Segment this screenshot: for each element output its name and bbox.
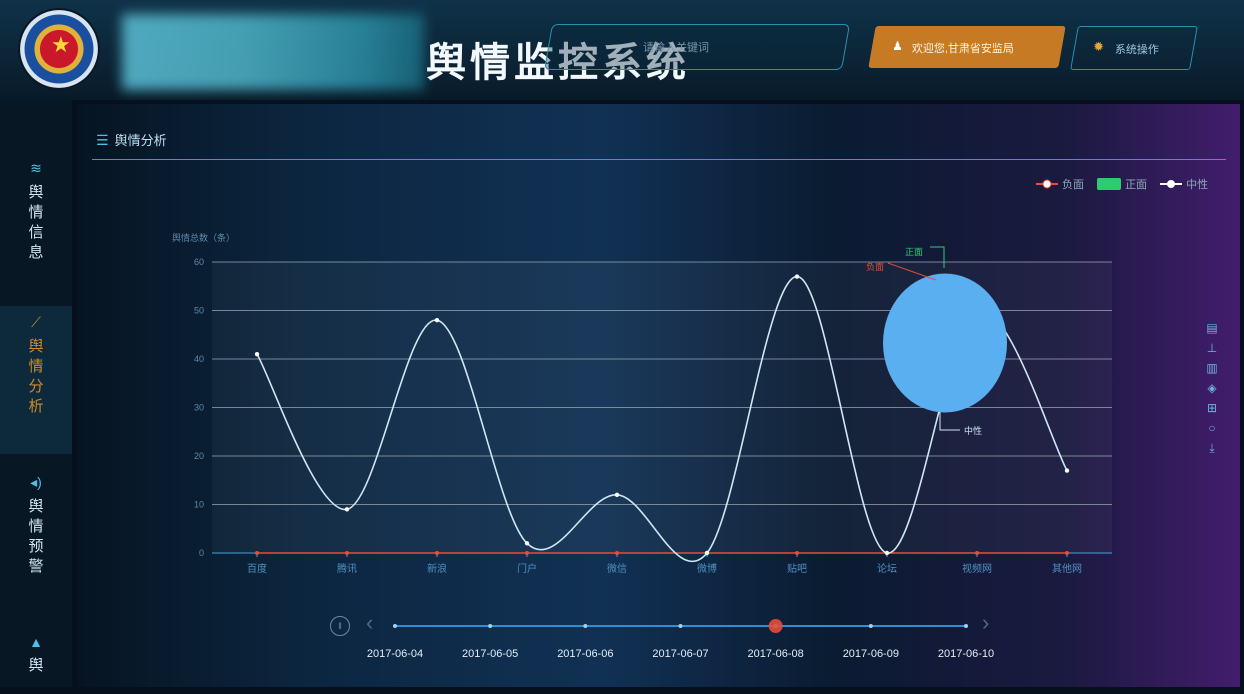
negative-series-point bbox=[975, 551, 979, 555]
negative-series-point bbox=[345, 551, 349, 555]
x-tick-label: 其他网 bbox=[1052, 562, 1082, 575]
x-tick-label: 门户 bbox=[517, 562, 537, 575]
timeline-date-label[interactable]: 2017-06-04 bbox=[366, 648, 424, 660]
top-header: ★ 舆情监控系统 请输入关键词 ♟ 欢迎您,甘肃省安监局 ✹ 系统操作 bbox=[0, 0, 1244, 100]
pie-slice-neutral bbox=[883, 273, 1007, 413]
x-tick-label: 贴吧 bbox=[787, 562, 807, 575]
y-tick-label: 30 bbox=[194, 403, 204, 413]
y-tick-label: 20 bbox=[194, 451, 204, 461]
legend-negative-label: 负面 bbox=[1062, 179, 1084, 191]
timeline-next-button[interactable]: › bbox=[982, 610, 990, 635]
line-icon[interactable]: ⊥ bbox=[1206, 341, 1218, 355]
legend-neutral-label: 中性 bbox=[1186, 179, 1209, 191]
area-chart-icon: ▲ bbox=[29, 634, 43, 650]
legend-positive-label: 正面 bbox=[1125, 179, 1148, 191]
timeline-tick bbox=[964, 624, 968, 628]
star-icon: ★ bbox=[51, 32, 71, 57]
speaker-icon: ◂) bbox=[30, 474, 42, 490]
menu-icon: ☰ bbox=[96, 132, 109, 148]
y-tick-label: 0 bbox=[199, 548, 204, 558]
timeline-tick bbox=[488, 624, 493, 628]
play-pause-button[interactable]: ‖ bbox=[330, 616, 350, 636]
neutral-series-point bbox=[794, 274, 800, 279]
chart-toolbox: ▤ ⊥ ▥ ◈ ⊞ ○ ⤓ bbox=[1204, 318, 1220, 458]
pie-label-negative: 负面 bbox=[866, 261, 884, 272]
sidebar-item-label: 舆情信息 bbox=[28, 184, 44, 261]
timeline-current-marker bbox=[768, 619, 783, 633]
wifi-icon: ≋ bbox=[30, 160, 42, 176]
sidebar-item-more[interactable]: ▲ 舆 bbox=[0, 630, 72, 694]
timeline-prev-button[interactable]: ‹ bbox=[366, 610, 374, 635]
stack-icon[interactable]: ◈ bbox=[1207, 381, 1217, 395]
negative-series-point bbox=[795, 551, 799, 555]
timeline-date-label[interactable]: 2017-06-06 bbox=[557, 648, 614, 660]
bar-icon[interactable]: ▥ bbox=[1206, 361, 1218, 375]
legend-negative-swatch bbox=[1036, 179, 1058, 192]
x-tick-label: 新浪 bbox=[427, 562, 447, 575]
timeline-date-label[interactable]: 2017-06-07 bbox=[652, 648, 709, 660]
pie-leader-positive bbox=[930, 246, 945, 268]
x-tick-label: 视频网 bbox=[962, 562, 992, 575]
section-title: 舆情分析 bbox=[114, 133, 167, 148]
timeline-tick bbox=[393, 624, 397, 628]
main-panel: ☰ 舆情分析 bbox=[78, 104, 1240, 687]
neutral-series-point bbox=[1064, 468, 1070, 473]
neutral-series-point bbox=[434, 318, 440, 323]
x-tick-label: 微信 bbox=[607, 562, 627, 575]
neutral-series-point bbox=[254, 351, 260, 357]
timeline-date-label[interactable]: 2017-06-08 bbox=[747, 648, 804, 660]
x-tick-label: 百度 bbox=[247, 562, 267, 575]
pie-label-positive: 正面 bbox=[905, 247, 923, 257]
pie-label-neutral: 中性 bbox=[964, 425, 982, 436]
y-axis-label: 舆情总数（条） bbox=[172, 233, 236, 243]
sidebar-item-label: 舆 bbox=[28, 657, 44, 674]
timeline-tick bbox=[678, 624, 683, 628]
negative-series-point bbox=[435, 551, 439, 555]
neutral-series-point bbox=[704, 550, 710, 556]
timeline-date-label[interactable]: 2017-06-05 bbox=[462, 648, 519, 660]
x-tick-label: 论坛 bbox=[877, 562, 897, 575]
x-tick-label: 微博 bbox=[697, 562, 717, 575]
neutral-series-point bbox=[884, 550, 890, 556]
negative-series-point bbox=[255, 551, 259, 555]
neutral-series-point bbox=[344, 507, 350, 512]
sidebar-item-analysis[interactable]: ⟋ 舆情分析 bbox=[0, 306, 72, 454]
sidebar-item-label: 舆情预警 bbox=[28, 498, 44, 575]
sidebar-item-info[interactable]: ≋ 舆情信息 bbox=[0, 156, 72, 295]
y-tick-label: 40 bbox=[194, 354, 204, 364]
timeline-tick bbox=[868, 624, 873, 628]
neutral-series-line bbox=[256, 275, 1068, 563]
chart-legend[interactable]: 负面 正面 中性 bbox=[1036, 176, 1208, 193]
y-tick-label: 10 bbox=[194, 500, 204, 510]
timeline-date-label[interactable]: 2017-06-10 bbox=[937, 648, 995, 660]
line-chart-icon: ⟋ bbox=[31, 314, 41, 330]
emblem-logo: ★ bbox=[20, 10, 98, 88]
sidebar-item-warning[interactable]: ◂) 舆情预警 bbox=[0, 470, 72, 614]
x-tick-label: 腾讯 bbox=[337, 562, 357, 575]
neutral-series-point bbox=[614, 492, 620, 497]
restore-icon[interactable]: ○ bbox=[1208, 421, 1216, 435]
sidebar-item-label: 舆情分析 bbox=[28, 338, 44, 415]
save-icon[interactable]: ⤓ bbox=[1209, 441, 1215, 455]
timeline-date-label[interactable]: 2017-06-09 bbox=[842, 648, 899, 660]
section-header: ☰ 舆情分析 bbox=[96, 130, 167, 149]
section-divider bbox=[92, 159, 1226, 160]
pie-leader-neutral bbox=[939, 412, 960, 431]
y-tick-label: 60 bbox=[194, 257, 204, 267]
timeline-tick bbox=[583, 624, 588, 628]
blurred-banner bbox=[122, 14, 424, 90]
tiled-icon[interactable]: ⊞ bbox=[1206, 401, 1218, 415]
y-tick-label: 50 bbox=[194, 306, 204, 316]
legend-neutral-swatch bbox=[1160, 179, 1183, 192]
negative-series-point bbox=[1065, 551, 1069, 555]
negative-series-point bbox=[615, 551, 619, 555]
app-title: 舆情监控系统 bbox=[426, 41, 690, 85]
negative-series-point bbox=[525, 551, 529, 555]
neutral-series-point bbox=[524, 541, 530, 546]
pie-leader-negative bbox=[887, 262, 937, 281]
sidebar: ≋ 舆情信息 ⟋ 舆情分析 ◂) 舆情预警 ▲ 舆 bbox=[0, 100, 72, 687]
legend-positive-swatch bbox=[1097, 177, 1122, 193]
data-view-icon[interactable]: ▤ bbox=[1206, 321, 1218, 335]
